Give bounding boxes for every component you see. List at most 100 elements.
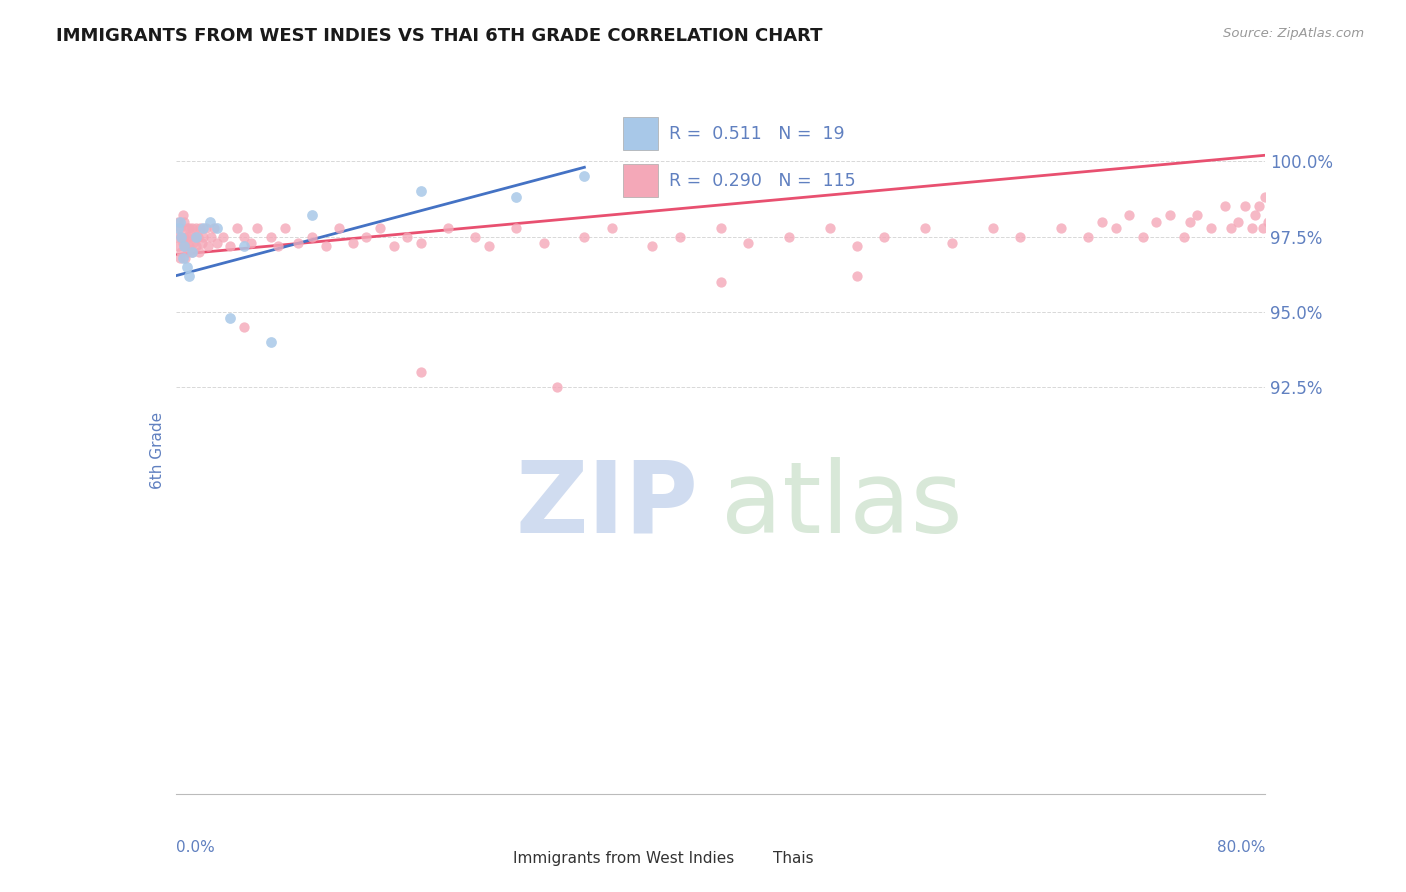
Point (342, 235, 364, 250)
Point (167, 214, 190, 228)
Point (1077, 229, 1099, 244)
Point (183, 235, 205, 250)
Point (710, 275, 733, 289)
Point (174, 251, 197, 265)
Point (668, 229, 690, 244)
Point (778, 229, 800, 244)
Point (328, 220, 350, 235)
Point (177, 244, 200, 259)
Point (1173, 229, 1195, 244)
Point (941, 235, 963, 250)
Point (212, 229, 235, 244)
Point (170, 244, 193, 259)
Point (437, 220, 460, 235)
Point (1261, 199, 1284, 213)
Point (1243, 209, 1265, 223)
Point (181, 244, 204, 259)
Point (737, 235, 759, 250)
Point (194, 220, 217, 235)
Point (1254, 190, 1277, 204)
Point (172, 235, 194, 250)
Point (845, 238, 868, 252)
Point (191, 220, 214, 235)
Point (710, 220, 733, 235)
Point (301, 209, 323, 223)
Point (198, 214, 221, 228)
Y-axis label: 6th Grade: 6th Grade (149, 412, 165, 489)
Point (464, 229, 486, 244)
Point (179, 268, 201, 283)
Point (641, 238, 664, 252)
Point (368, 220, 391, 235)
Point (267, 238, 290, 252)
Point (1227, 214, 1250, 228)
Point (409, 365, 432, 379)
Point (188, 220, 211, 235)
Point (166, 229, 188, 244)
Point (546, 380, 568, 394)
Point (191, 229, 214, 244)
Point (1199, 220, 1222, 235)
Bar (623, 118, 658, 150)
Point (1091, 214, 1114, 228)
Point (167, 238, 190, 252)
Point (205, 220, 228, 235)
Text: 0.0%: 0.0% (176, 840, 215, 855)
Point (176, 220, 198, 235)
Point (173, 238, 195, 252)
Point (205, 235, 228, 250)
Bar (623, 164, 658, 197)
Text: 80.0%: 80.0% (1218, 840, 1265, 855)
Point (219, 238, 242, 252)
Text: Thais: Thais (773, 851, 814, 865)
Point (219, 310, 242, 325)
Point (1350, 169, 1372, 184)
Point (505, 220, 527, 235)
Point (226, 220, 249, 235)
Point (246, 220, 269, 235)
Point (574, 229, 596, 244)
Point (1268, 209, 1291, 223)
Point (1213, 199, 1236, 213)
Point (1010, 229, 1032, 244)
Point (914, 220, 936, 235)
Point (181, 220, 204, 235)
Point (173, 229, 195, 244)
Point (1233, 199, 1256, 213)
Point (181, 244, 204, 259)
Point (1132, 229, 1154, 244)
Point (396, 229, 419, 244)
Point (176, 260, 198, 274)
Point (186, 238, 208, 252)
Point (260, 229, 283, 244)
Point (533, 235, 555, 250)
Point (173, 214, 195, 228)
Point (174, 238, 197, 252)
Text: atlas: atlas (721, 457, 962, 554)
Point (873, 229, 896, 244)
Point (1159, 209, 1181, 223)
Text: R =  0.511   N =  19: R = 0.511 N = 19 (669, 125, 845, 143)
Point (187, 244, 209, 259)
Point (1265, 185, 1288, 199)
Point (478, 238, 501, 252)
Point (232, 238, 254, 252)
Point (190, 235, 212, 250)
Text: IMMIGRANTS FROM WEST INDIES VS THAI 6TH GRADE CORRELATION CHART: IMMIGRANTS FROM WEST INDIES VS THAI 6TH … (56, 27, 823, 45)
Point (600, 220, 623, 235)
Point (186, 220, 208, 235)
Point (1251, 220, 1274, 235)
Text: Immigrants from West Indies: Immigrants from West Indies (513, 851, 734, 865)
Point (845, 268, 868, 283)
Point (170, 229, 193, 244)
Point (1180, 214, 1202, 228)
Point (981, 220, 1004, 235)
Point (239, 235, 262, 250)
Point (180, 229, 202, 244)
Point (186, 229, 208, 244)
Point (172, 251, 194, 265)
Point (1247, 199, 1270, 213)
Text: Source: ZipAtlas.com: Source: ZipAtlas.com (1223, 27, 1364, 40)
Point (409, 235, 432, 250)
Point (382, 238, 405, 252)
